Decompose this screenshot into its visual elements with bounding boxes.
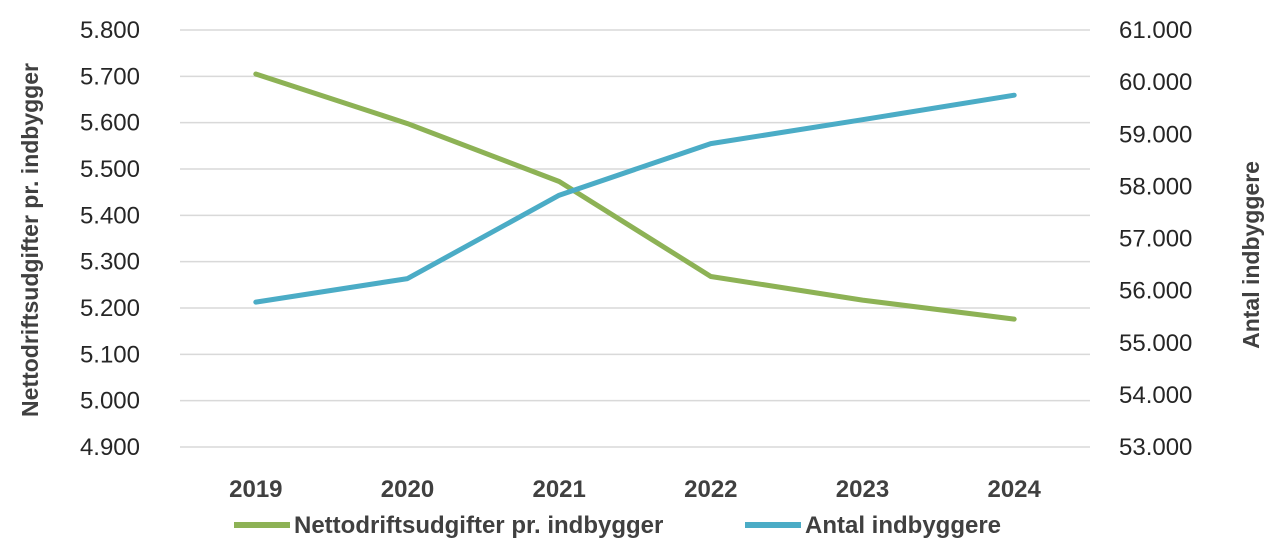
series-lines xyxy=(253,71,1017,322)
left-tick-label: 5.500 xyxy=(80,156,140,183)
left-axis-ticks: 4.900 5.000 5.100 5.200 5.300 5.400 5.500 5.600… xyxy=(80,17,140,461)
right-tick-label: 54.000 xyxy=(1119,382,1192,409)
left-tick-label: 5.600 xyxy=(80,110,140,137)
series-line-antal-indbyggere xyxy=(253,92,1017,305)
right-tick-label: 53.000 xyxy=(1119,434,1192,461)
left-tick-label: 5.800 xyxy=(80,17,140,44)
right-tick-label: 55.000 xyxy=(1119,330,1192,357)
right-tick-label: 60.000 xyxy=(1119,69,1192,96)
x-tick-label: 2023 xyxy=(836,476,889,503)
left-tick-label: 5.000 xyxy=(80,388,140,415)
left-tick-label: 5.400 xyxy=(80,202,140,229)
series-line-nettodriftsudgifter-pr-indbygger xyxy=(253,71,1017,322)
right-tick-label: 58.000 xyxy=(1119,173,1192,200)
right-axis-title: Antal indbyggere xyxy=(1238,161,1264,349)
right-tick-label: 59.000 xyxy=(1119,121,1192,148)
right-axis-ticks: 53.000 54.000 55.000 56.000 57.000 58.000 59.0… xyxy=(1119,17,1192,461)
left-axis-title: Nettodriftsudgifter pr. indbygger xyxy=(17,63,43,417)
x-axis-ticks: 2019 2020 2021 2022 2023 2024 xyxy=(229,476,1041,503)
x-tick-label: 2024 xyxy=(987,476,1041,503)
right-tick-label: 56.000 xyxy=(1119,278,1192,305)
x-tick-label: 2022 xyxy=(684,476,737,503)
left-tick-label: 5.100 xyxy=(80,341,140,368)
gridlines xyxy=(180,29,1090,448)
left-tick-label: 5.300 xyxy=(80,249,140,276)
x-tick-label: 2020 xyxy=(381,476,434,503)
left-tick-label: 5.200 xyxy=(80,295,140,322)
right-tick-label: 61.000 xyxy=(1119,17,1192,44)
legend: Nettodriftsudgifter pr. indbygger Antal … xyxy=(234,512,1001,539)
right-tick-label: 57.000 xyxy=(1119,226,1192,253)
left-tick-label: 4.900 xyxy=(80,434,140,461)
legend-label-nettodriftsudgifter: Nettodriftsudgifter pr. indbygger xyxy=(294,512,663,539)
x-tick-label: 2021 xyxy=(532,476,585,503)
x-tick-label: 2019 xyxy=(229,476,282,503)
legend-label-antal-indbyggere: Antal indbyggere xyxy=(805,512,1001,539)
left-tick-label: 5.700 xyxy=(80,63,140,90)
